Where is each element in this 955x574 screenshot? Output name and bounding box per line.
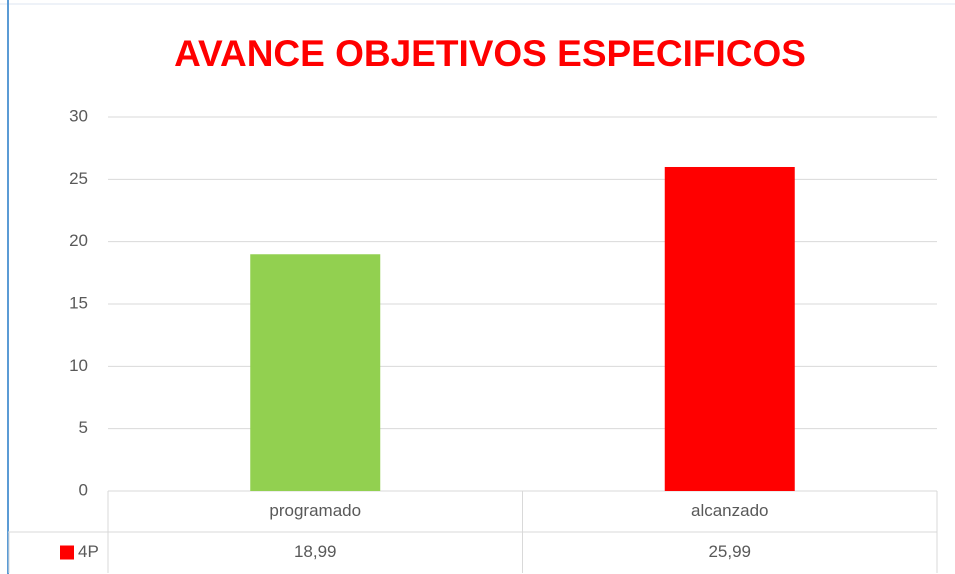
x-tick-label: alcanzado	[691, 501, 769, 520]
data-table-value: 18,99	[294, 542, 337, 561]
y-tick-label: 20	[69, 231, 88, 250]
y-tick-label: 15	[69, 293, 88, 312]
y-tick-label: 25	[69, 169, 88, 188]
y-tick-label: 30	[69, 106, 88, 125]
x-tick-label: programado	[269, 501, 361, 520]
y-tick-label: 10	[69, 356, 88, 375]
bar	[250, 254, 381, 491]
data-table-value: 25,99	[708, 542, 751, 561]
bar	[664, 166, 795, 491]
y-tick-label: 0	[79, 480, 88, 499]
chart-title: AVANCE OBJETIVOS ESPECIFICOS	[174, 33, 806, 74]
legend-marker	[60, 545, 74, 560]
y-tick-label: 5	[79, 418, 88, 437]
legend-label: 4P	[78, 542, 99, 561]
